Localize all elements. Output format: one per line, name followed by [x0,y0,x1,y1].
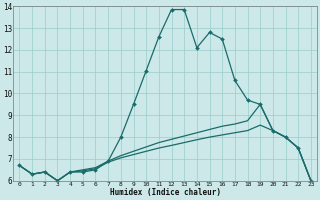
X-axis label: Humidex (Indice chaleur): Humidex (Indice chaleur) [110,188,221,197]
